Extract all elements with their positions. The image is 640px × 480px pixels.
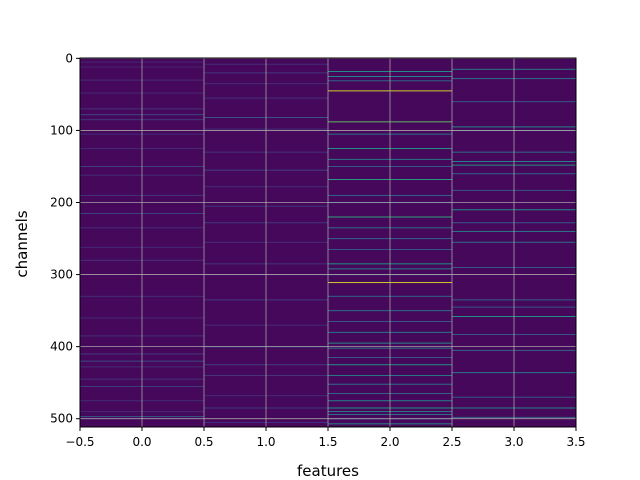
x-axis-title: features [297, 462, 359, 480]
y-tick-label: 100 [50, 123, 73, 137]
x-tick-label: 3.5 [566, 435, 585, 449]
y-tick-label: 400 [50, 340, 73, 354]
x-tick-label: 1.0 [256, 435, 275, 449]
y-tick-label: 300 [50, 268, 73, 282]
x-tick-label: 0.5 [194, 435, 213, 449]
x-tick-label: 0.0 [132, 435, 151, 449]
x-tick-label: −0.5 [65, 435, 94, 449]
y-axis-ticks: 0 100 200 300 400 500 [50, 51, 80, 426]
x-tick-label: 3.0 [504, 435, 523, 449]
y-axis-title: channels [13, 210, 31, 277]
x-tick-label: 2.5 [442, 435, 461, 449]
x-axis-ticks: −0.5 0.0 0.5 1.0 1.5 2.0 2.5 3.0 3.5 [65, 427, 586, 449]
y-tick-label: 500 [50, 412, 73, 426]
y-tick-label: 0 [65, 51, 73, 65]
y-tick-label: 200 [50, 196, 73, 210]
x-tick-label: 1.5 [318, 435, 337, 449]
x-tick-label: 2.0 [380, 435, 399, 449]
